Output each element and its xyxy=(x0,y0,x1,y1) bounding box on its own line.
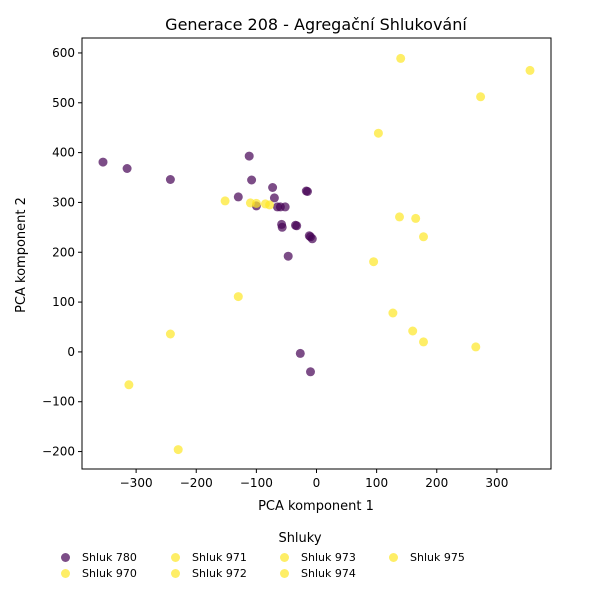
data-point xyxy=(268,183,278,192)
x-tick-label: 0 xyxy=(313,476,321,490)
chart-title: Generace 208 - Agregační Shlukování xyxy=(165,15,467,34)
legend: Shluk 780 Shluk 970 Shluk 971 Shluk 972 Shlu… xyxy=(50,549,600,581)
legend-marker xyxy=(61,568,70,578)
y-tick-label: 300 xyxy=(52,195,75,209)
data-point xyxy=(373,128,383,138)
data-point xyxy=(411,213,421,223)
legend-marker xyxy=(61,552,70,562)
data-point xyxy=(525,65,535,75)
legend-label: Shluk 971 xyxy=(192,550,247,564)
legend-marker xyxy=(280,568,289,578)
axes: −300 −200 −100 0 100 200 300 −200 −100 0 100 200 300… xyxy=(42,37,552,490)
legend-item: Shluk 970 xyxy=(61,565,137,581)
data-point xyxy=(165,175,175,184)
y-tick-label: 500 xyxy=(52,96,75,110)
legend-label: Shluk 975 xyxy=(410,550,465,564)
data-point xyxy=(277,222,287,232)
legend-marker xyxy=(171,552,180,562)
legend-label: Shluk 780 xyxy=(82,550,137,564)
data-point xyxy=(244,151,254,161)
data-point xyxy=(173,445,183,455)
y-tick-label: 400 xyxy=(52,146,75,160)
data-point xyxy=(98,157,108,167)
y-tick-label: −200 xyxy=(42,445,75,459)
data-point xyxy=(233,292,243,302)
data-point xyxy=(303,187,312,196)
x-tick-label: −300 xyxy=(120,476,153,490)
data-point xyxy=(306,367,315,377)
legend-item: Shluk 975 xyxy=(389,549,465,565)
legend-item: Shluk 972 xyxy=(171,565,247,581)
data-point xyxy=(369,257,379,267)
x-tick-label: 100 xyxy=(365,476,388,490)
legend-item: Shluk 780 xyxy=(61,549,137,565)
legend-label: Shluk 974 xyxy=(301,566,356,580)
y-axis-label: PCA komponent 2 xyxy=(14,197,29,313)
legend-label: Shluk 970 xyxy=(82,566,137,580)
legend-marker xyxy=(171,568,180,578)
legend-item: Shluk 971 xyxy=(171,549,247,565)
y-tick-label: 600 xyxy=(52,46,75,60)
data-point xyxy=(307,234,317,244)
data-point xyxy=(247,175,257,185)
data-point xyxy=(280,202,290,212)
data-point xyxy=(419,232,428,242)
data-point xyxy=(295,348,305,358)
plot-frame xyxy=(81,37,552,470)
data-point xyxy=(265,200,275,210)
legend-marker xyxy=(389,552,398,562)
data-point xyxy=(292,221,302,231)
legend-title: Shluky xyxy=(278,531,322,546)
data-point xyxy=(220,196,230,206)
legend-marker xyxy=(280,552,289,562)
plot-marks xyxy=(98,53,535,455)
data-point xyxy=(388,308,398,318)
y-tick-label: 0 xyxy=(67,345,75,359)
legend-label: Shluk 972 xyxy=(192,566,247,580)
x-tick-label: 300 xyxy=(485,476,508,490)
data-point xyxy=(283,251,293,261)
data-point xyxy=(233,192,243,202)
data-point xyxy=(251,198,261,208)
data-point xyxy=(419,337,428,347)
legend-item: Shluk 973 xyxy=(280,549,356,565)
data-point xyxy=(272,202,282,212)
data-point xyxy=(124,380,134,390)
data-point xyxy=(471,342,481,352)
data-point xyxy=(408,326,418,336)
x-axis-label: PCA komponent 1 xyxy=(258,499,374,514)
legend-label: Shluk 973 xyxy=(301,550,356,564)
data-point xyxy=(396,53,406,63)
y-tick-label: 200 xyxy=(52,245,75,259)
y-tick-label: −100 xyxy=(42,395,75,409)
data-point xyxy=(122,164,132,173)
x-tick-label: 200 xyxy=(425,476,448,490)
y-tick-label: 100 xyxy=(52,295,75,309)
data-point xyxy=(476,92,486,102)
legend-item: Shluk 974 xyxy=(280,565,356,581)
x-tick-label: −100 xyxy=(240,476,273,490)
data-point xyxy=(395,212,404,222)
data-point xyxy=(165,329,175,339)
data-point xyxy=(269,193,279,203)
x-tick-label: −200 xyxy=(180,476,213,490)
